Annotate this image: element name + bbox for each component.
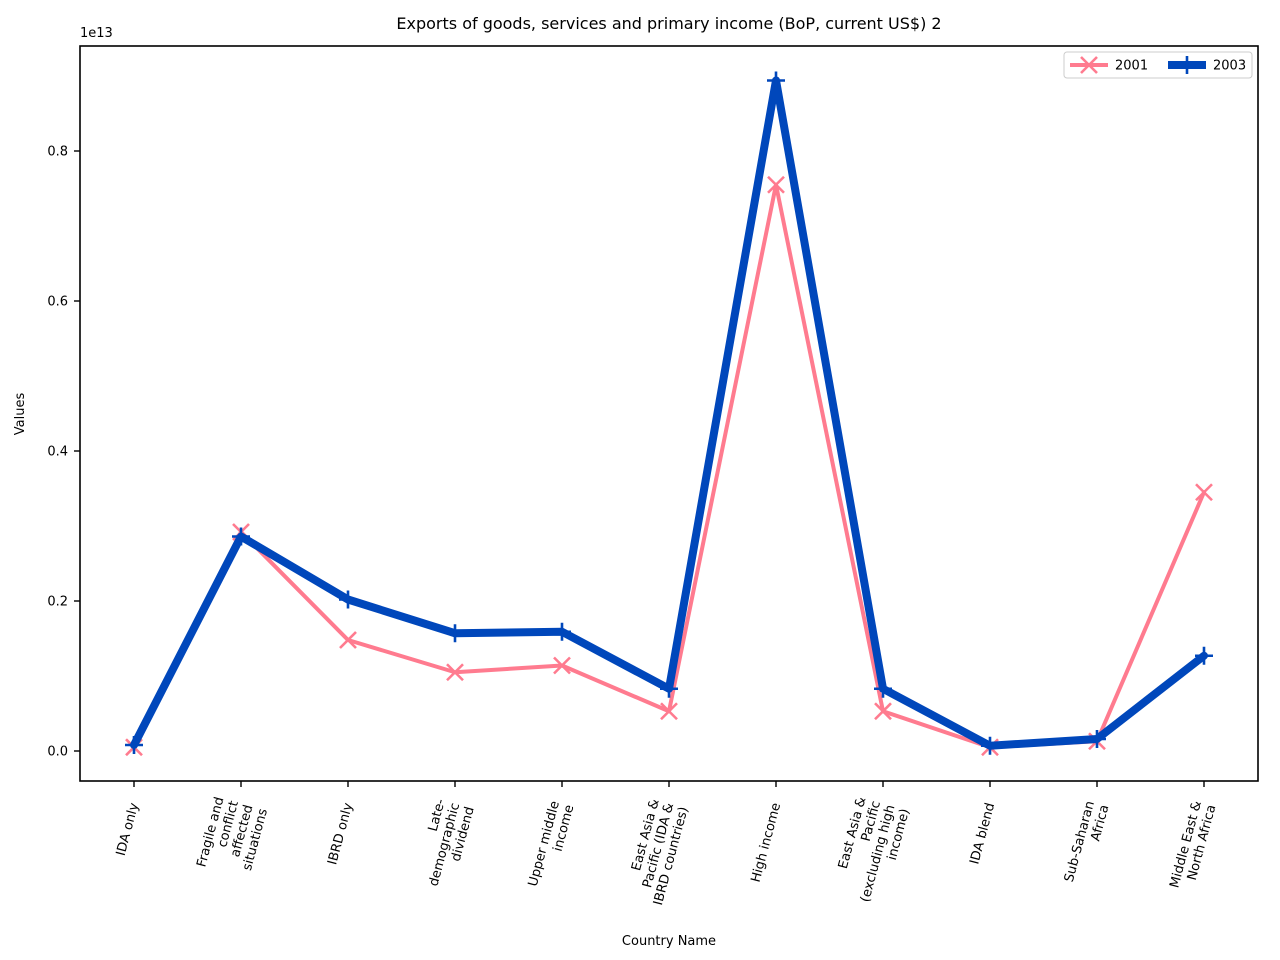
- data-point: [767, 71, 785, 90]
- legend-label: 2003: [1213, 59, 1246, 74]
- x-tick-label: Fragile andconflictaffectedsituations: [194, 795, 271, 880]
- data-point: [446, 663, 464, 682]
- x-tick-label: Upper middleincome: [526, 799, 578, 892]
- svg-text:Fragile andconflictaffectedsit: Fragile andconflictaffectedsituations: [194, 795, 271, 880]
- chart-title: Exports of goods, services and primary i…: [396, 14, 941, 33]
- legend: 2001 2003: [1063, 51, 1253, 79]
- y-tick-label: 0.2: [47, 595, 68, 610]
- x-tick-label: Middle East &North Africa: [1167, 799, 1219, 893]
- data-point: [1195, 483, 1213, 502]
- x-tick-label-line: IBRD only: [325, 801, 356, 866]
- y-tick-label: 0.8: [47, 145, 68, 160]
- data-point: [232, 527, 250, 546]
- svg-text:IBRD only: IBRD only: [325, 801, 356, 866]
- y-axis: 0.0 0.2 0.4 0.6 0.8: [47, 145, 80, 760]
- x-tick-label: IBRD only: [325, 801, 356, 866]
- x-tick-label: High income: [749, 801, 785, 884]
- data-point: [1195, 646, 1213, 665]
- x-tick-label: Late-demographicdividend: [412, 797, 478, 892]
- legend-box: [1063, 51, 1253, 79]
- x-axis-title: Country Name: [622, 934, 716, 949]
- svg-text:Middle East &North Africa: Middle East &North Africa: [1167, 799, 1219, 893]
- data-point: [339, 590, 357, 609]
- y-tick-label: 0.0: [47, 745, 68, 760]
- data-point: [660, 702, 678, 721]
- x-tick-label: East Asia &Pacific(excluding highincome): [829, 795, 913, 907]
- y-tick-label: 0.4: [47, 445, 68, 460]
- data-point: [553, 656, 571, 675]
- plot-frame: [79, 45, 1259, 782]
- data-point: [981, 736, 999, 755]
- y-scale-label: 1e13: [80, 26, 113, 41]
- data-point: [660, 679, 678, 698]
- svg-text:East Asia &Pacific (IDA &IBRD: East Asia &Pacific (IDA &IBRD countries): [622, 797, 692, 907]
- data-point: [874, 702, 892, 721]
- x-tick-label: Sub-SaharanAfrica: [1062, 799, 1113, 887]
- x-tick-label: IDA only: [114, 801, 143, 857]
- data-point: [125, 736, 143, 754]
- legend-item-2001: 2001: [1070, 56, 1148, 74]
- x-tick-label-line: Sub-Saharan: [1062, 799, 1098, 883]
- svg-text:IDA blend: IDA blend: [967, 801, 998, 866]
- legend-item-2003: 2003: [1168, 56, 1246, 74]
- data-point: [1088, 730, 1106, 748]
- legend-label: 2001: [1115, 59, 1148, 74]
- x-tick-label-line: IDA only: [114, 801, 143, 857]
- x-tick-label-line: IDA blend: [967, 801, 998, 866]
- series-line-2001: [132, 182, 1206, 750]
- y-axis-title: Values: [13, 393, 28, 436]
- data-point: [339, 631, 357, 649]
- svg-text:High income: High income: [749, 801, 785, 884]
- svg-text:Sub-SaharanAfrica: Sub-SaharanAfrica: [1062, 799, 1113, 887]
- series-layer: [125, 71, 1213, 757]
- data-point: [874, 679, 892, 698]
- svg-text:IDA only: IDA only: [114, 801, 143, 857]
- x-tick-label-line: High income: [749, 801, 785, 884]
- x-tick-label: East Asia &Pacific (IDA &IBRD countries): [622, 797, 692, 907]
- y-tick-label: 0.6: [47, 295, 68, 310]
- data-point: [767, 175, 785, 194]
- x-tick-label: IDA blend: [967, 801, 998, 866]
- svg-text:Late-demographicdividend: Late-demographicdividend: [412, 797, 478, 892]
- data-point: [553, 622, 571, 641]
- svg-text:Upper middleincome: Upper middleincome: [526, 799, 578, 892]
- x-axis: IDA only Fragile andconflictaffectedsitua…: [114, 781, 1219, 907]
- data-point: [446, 624, 464, 643]
- series-2003: [125, 71, 1213, 755]
- svg-text:East Asia &Pacific(excluding h: East Asia &Pacific(excluding highincome): [829, 795, 913, 907]
- series-line-2003: [130, 76, 1208, 750]
